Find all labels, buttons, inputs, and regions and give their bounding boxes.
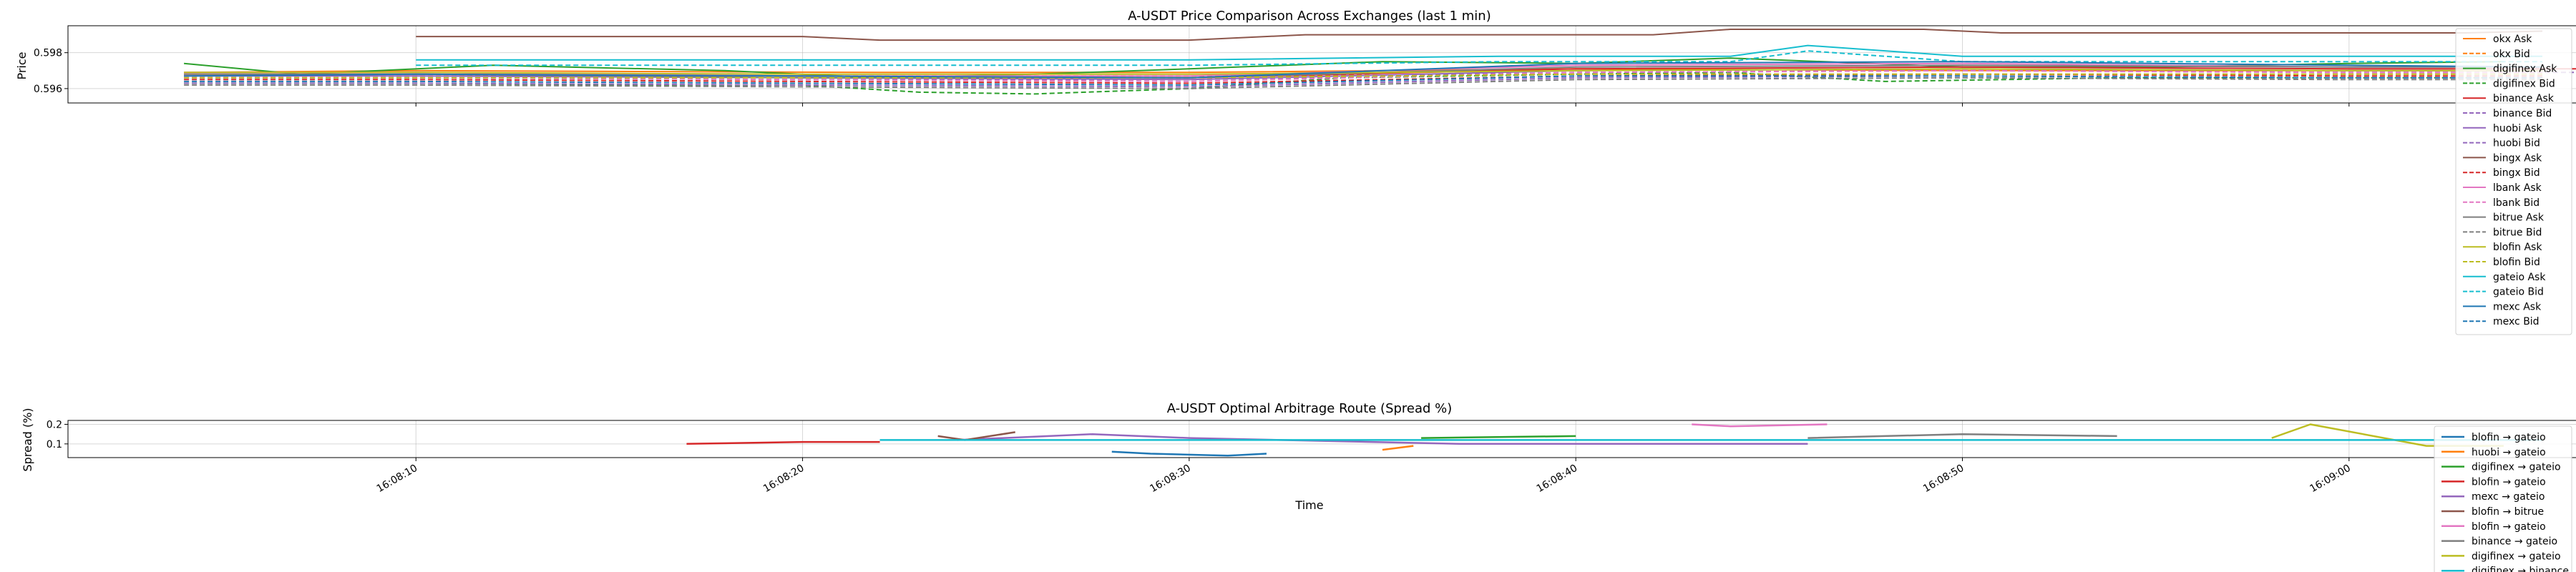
price-legend-label: lbank Bid [2493,197,2540,209]
price-legend-label: huobi Ask [2493,123,2542,134]
price-chart-ylabel: Price [15,51,29,79]
price-chart-legend-box [2455,28,2572,335]
spread-chart-xtick-label: 16:08:20 [761,463,806,495]
price-chart-y-ticks: 0.596 0.598 [34,48,68,95]
spread-series-line [957,433,1808,445]
price-legend-label: blofin Ask [2493,242,2542,253]
price-series-line [416,50,2542,66]
price-series-line [416,44,2542,61]
spread-legend-label: blofin → gateio [2472,432,2546,443]
spread-chart-xtick-label: 16:08:10 [375,463,419,495]
price-legend-label: gateio Bid [2493,287,2544,298]
price-series-line [184,75,2542,86]
spread-series-line [1382,445,1414,451]
price-series-line [184,73,2542,84]
spread-legend-label: blofin → bitrue [2472,506,2544,518]
spread-legend-label: blofin → gateio [2472,521,2546,533]
spread-chart-legend: blofin → gateio huobi → gateio digifinex →… [2434,425,2572,572]
spread-chart-title: A-USDT Optimal Arbitrage Route (Spread %… [1167,401,1453,416]
spread-series-line [1692,423,1828,428]
spread-legend-label: blofin → gateio [2472,476,2546,488]
price-legend-label: bitrue Bid [2493,227,2542,238]
price-legend-label: digifinex Ask [2493,64,2557,75]
price-legend-label: huobi Bid [2493,138,2540,149]
spread-legend-label: binance → gateio [2472,536,2557,548]
price-chart: A-USDT Price Comparison Across Exchanges… [15,9,2576,107]
price-chart-series [184,29,2576,95]
price-chart-legend-entries: okx Ask okx Bid digifinex Ask digifinex Bid… [2463,34,2557,327]
spread-series-line [686,440,880,445]
price-series-line [184,73,2542,79]
price-series-line [184,68,2542,75]
spread-chart-ticks: 16:08:10 16:08:20 16:08:30 16:08:40 16:08:50… [47,419,2353,495]
spread-chart-ytick-label: 0.1 [47,439,62,450]
spread-chart-xtick-label: 16:09:00 [2308,463,2352,495]
price-series-line [184,61,2543,79]
spread-legend-label: digifinex → binance [2472,566,2569,572]
spread-legend-label: digifinex → gateio [2472,551,2561,562]
price-chart-frame [67,25,2576,104]
price-chart-grid [68,26,2576,107]
price-legend-label: binance Ask [2493,93,2555,104]
spread-chart-grid [68,420,2576,458]
price-legend-label: digifinex Bid [2493,78,2555,89]
spread-chart-legend-entries: blofin → gateio huobi → gateio digifinex →… [2441,432,2569,572]
spread-series-line [1111,450,1267,457]
price-legend-label: binance Bid [2493,108,2552,119]
spread-chart-xlabel: Time [1294,498,1323,512]
spread-chart-frame [67,420,2576,458]
price-series-line [184,57,2504,79]
spread-chart-series [686,423,2542,457]
price-chart-title: A-USDT Price Comparison Across Exchanges… [1128,9,1491,24]
price-chart-ytick-label: 0.596 [34,84,62,95]
spread-legend-label: digifinex → gateio [2472,462,2561,473]
price-series-line [184,75,2542,88]
price-legend-label: bingx Ask [2493,152,2542,164]
spread-chart-ytick-label: 0.2 [47,419,62,430]
spread-chart-legend-box [2434,425,2572,572]
spread-series-line [1421,435,1576,439]
price-series-line [184,69,2542,82]
price-series-line [184,77,2542,89]
price-legend-label: bitrue Ask [2493,212,2545,224]
price-legend-label: okx Ask [2493,34,2532,45]
price-legend-label: bingx Bid [2493,167,2540,179]
spread-chart: A-USDT Optimal Arbitrage Route (Spread %… [21,401,2576,512]
spread-legend-label: huobi → gateio [2472,447,2546,458]
price-legend-label: blofin Bid [2493,257,2540,268]
price-legend-label: mexc Ask [2493,301,2542,312]
price-chart-legend: okx Ask okx Bid digifinex Ask digifinex Bid… [2455,28,2572,335]
price-legend-label: okx Bid [2493,49,2530,60]
spread-chart-xtick-label: 16:08:40 [1535,463,1579,495]
price-series-line [416,29,2543,41]
price-chart-ytick-label: 0.598 [34,48,62,59]
price-legend-label: gateio Ask [2493,272,2546,283]
spread-series-line [1807,433,2117,439]
price-legend-label: mexc Bid [2493,316,2540,327]
spread-chart-xtick-label: 16:08:30 [1148,463,1192,495]
spread-chart-xtick-label: 16:08:50 [1921,463,1966,495]
spread-chart-ylabel: Spread (%) [21,408,34,471]
spread-legend-label: mexc → gateio [2472,491,2545,503]
price-legend-label: lbank Ask [2493,182,2542,194]
